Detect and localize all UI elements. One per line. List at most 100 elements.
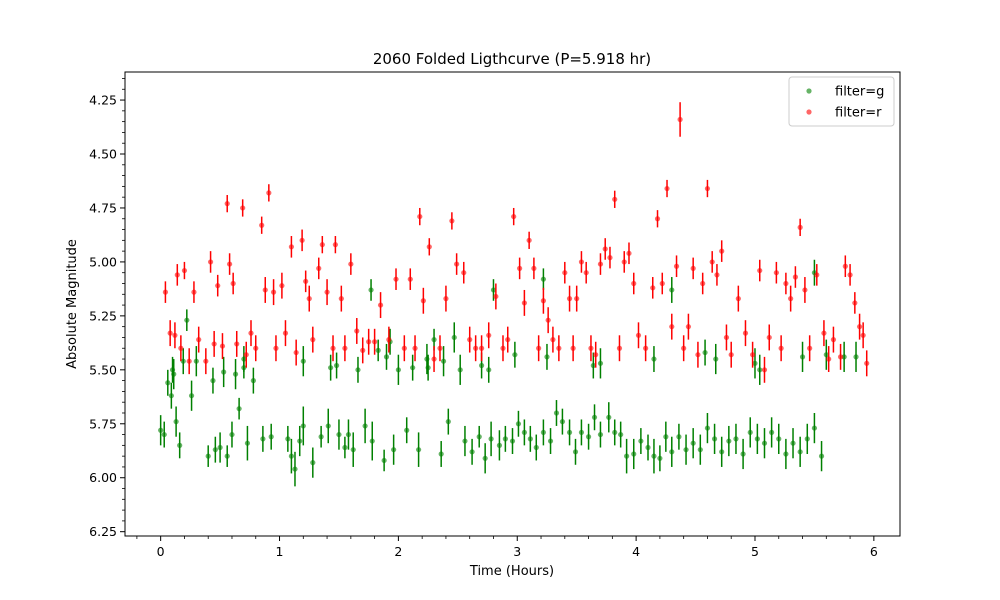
data-point bbox=[711, 436, 718, 442]
y-tick-label: 6.00 bbox=[89, 470, 117, 485]
data-point bbox=[415, 447, 422, 453]
data-point bbox=[490, 287, 497, 293]
data-point bbox=[293, 349, 299, 356]
data-point bbox=[631, 451, 637, 457]
data-point bbox=[540, 276, 547, 282]
data-point bbox=[443, 296, 449, 302]
data-point bbox=[196, 337, 202, 343]
data-point bbox=[259, 222, 265, 228]
legend-label: filter=r bbox=[835, 106, 882, 121]
data-point bbox=[778, 345, 784, 351]
data-point bbox=[431, 356, 437, 362]
data-point bbox=[300, 423, 306, 429]
data-point bbox=[270, 289, 277, 295]
series-1 bbox=[162, 102, 870, 383]
data-point bbox=[847, 272, 853, 278]
data-point bbox=[676, 434, 682, 440]
data-point bbox=[852, 300, 858, 306]
data-point bbox=[299, 237, 305, 243]
data-point bbox=[332, 242, 338, 248]
data-point bbox=[262, 287, 268, 293]
data-point bbox=[754, 436, 760, 442]
data-point bbox=[704, 185, 711, 192]
data-point bbox=[804, 436, 810, 442]
data-point bbox=[310, 337, 316, 343]
data-point bbox=[583, 270, 589, 276]
data-point bbox=[553, 410, 560, 416]
data-point bbox=[578, 259, 585, 265]
data-point bbox=[578, 429, 585, 436]
data-point bbox=[669, 449, 675, 455]
data-point bbox=[635, 332, 642, 338]
data-point bbox=[212, 447, 218, 453]
data-point bbox=[750, 352, 756, 358]
data-point bbox=[856, 324, 863, 330]
data-point bbox=[802, 287, 808, 293]
data-point bbox=[412, 345, 418, 351]
data-point bbox=[362, 423, 368, 429]
data-point bbox=[177, 442, 183, 448]
data-point bbox=[165, 380, 171, 386]
data-point bbox=[818, 453, 825, 459]
data-point bbox=[792, 274, 798, 280]
data-point bbox=[355, 367, 361, 373]
data-point bbox=[783, 451, 789, 457]
data-point bbox=[473, 345, 479, 351]
data-point bbox=[230, 280, 236, 287]
data-point bbox=[562, 270, 568, 276]
data-point bbox=[631, 280, 637, 287]
data-point bbox=[486, 332, 492, 338]
legend-label: filter=g bbox=[835, 85, 884, 100]
data-point bbox=[681, 345, 687, 351]
data-point bbox=[184, 317, 190, 323]
legend-box bbox=[788, 76, 895, 127]
data-point bbox=[248, 330, 254, 336]
data-point bbox=[330, 345, 336, 351]
data-point bbox=[621, 259, 627, 265]
data-point bbox=[366, 339, 372, 345]
data-point bbox=[799, 354, 806, 360]
data-point bbox=[350, 447, 356, 453]
data-point bbox=[659, 280, 665, 287]
data-point bbox=[761, 367, 768, 373]
data-point bbox=[253, 345, 259, 351]
data-point bbox=[167, 330, 173, 336]
data-point bbox=[685, 324, 692, 330]
data-point bbox=[454, 261, 460, 267]
data-point bbox=[509, 438, 516, 444]
data-point bbox=[590, 362, 596, 369]
data-point bbox=[381, 457, 387, 464]
data-point bbox=[761, 440, 768, 446]
data-point bbox=[328, 365, 334, 371]
data-point bbox=[205, 453, 211, 459]
x-tick-label: 0 bbox=[157, 544, 165, 559]
data-point bbox=[585, 434, 592, 440]
data-point bbox=[527, 436, 533, 442]
data-point bbox=[386, 337, 392, 343]
data-point bbox=[244, 440, 251, 446]
data-point bbox=[612, 196, 618, 202]
series-0 bbox=[158, 259, 859, 487]
x-tick-label: 6 bbox=[870, 544, 878, 559]
data-point bbox=[178, 345, 184, 351]
data-point bbox=[369, 438, 375, 444]
data-point bbox=[742, 330, 749, 336]
data-point bbox=[821, 330, 827, 336]
data-point bbox=[515, 421, 522, 427]
data-point bbox=[709, 259, 715, 265]
data-point bbox=[559, 419, 566, 425]
data-point bbox=[180, 358, 186, 364]
data-point bbox=[404, 427, 410, 433]
data-point bbox=[700, 280, 706, 287]
data-point bbox=[383, 354, 390, 360]
data-point bbox=[643, 345, 649, 351]
data-point bbox=[372, 339, 378, 345]
data-point bbox=[540, 298, 547, 304]
data-point bbox=[841, 354, 847, 360]
data-point bbox=[512, 352, 518, 358]
data-point bbox=[417, 213, 423, 220]
data-point bbox=[172, 332, 178, 338]
data-point bbox=[158, 427, 164, 433]
data-point bbox=[719, 248, 725, 254]
